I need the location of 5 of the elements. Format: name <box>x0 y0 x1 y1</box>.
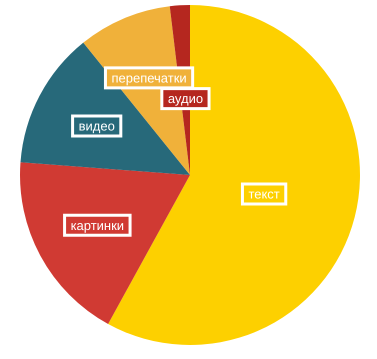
slice-label: аудио <box>168 91 204 106</box>
slice-label: перепечатки <box>111 70 187 86</box>
slice-label: картинки <box>70 218 124 233</box>
slice-label: видео <box>78 118 115 134</box>
slice-label: текст <box>248 186 280 202</box>
